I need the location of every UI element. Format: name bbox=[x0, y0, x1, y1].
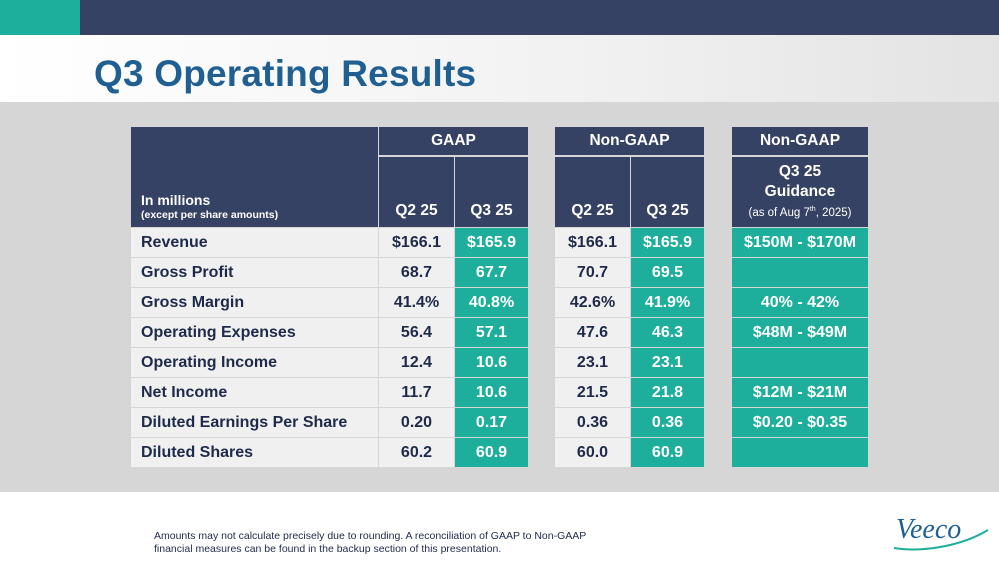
cell-nongaap-q3: 60.9 bbox=[631, 438, 704, 467]
svg-text:Veeco: Veeco bbox=[896, 514, 961, 545]
cell-gaap-q2: $166.1 bbox=[379, 228, 454, 257]
cell-gaap-q3: 60.9 bbox=[455, 438, 528, 467]
cell-gaap-q3: 10.6 bbox=[455, 348, 528, 377]
guidance-date-suffix: , 2025) bbox=[815, 207, 852, 219]
cell-nongaap-q2: 70.7 bbox=[555, 258, 630, 287]
cell-nongaap-q2: 21.5 bbox=[555, 378, 630, 407]
row-label: Diluted Shares bbox=[131, 438, 378, 467]
cell-nongaap-q2: 0.36 bbox=[555, 408, 630, 437]
cell-nongaap-q2: 60.0 bbox=[555, 438, 630, 467]
cell-guidance bbox=[732, 438, 868, 467]
cell-nongaap-q3: $165.9 bbox=[631, 228, 704, 257]
cell-gaap-q2: 41.4% bbox=[379, 288, 454, 317]
row-label: Diluted Earnings Per Share bbox=[131, 408, 378, 437]
corner-header: In millions (except per share amounts) bbox=[131, 127, 378, 227]
cell-gaap-q3: 40.8% bbox=[455, 288, 528, 317]
cell-gaap-q2: 68.7 bbox=[379, 258, 454, 287]
cell-gaap-q3: 57.1 bbox=[455, 318, 528, 347]
guidance-date-prefix: (as of Aug 7 bbox=[748, 207, 810, 219]
row-label: Revenue bbox=[131, 228, 378, 257]
row-label: Gross Profit bbox=[131, 258, 378, 287]
corner-sublabel: (except per share amounts) bbox=[141, 209, 279, 221]
cell-gaap-q3: 0.17 bbox=[455, 408, 528, 437]
cell-gaap-q3: 10.6 bbox=[455, 378, 528, 407]
guidance-date: (as of Aug 7th, 2025) bbox=[748, 202, 851, 221]
col-header-gaap-q2: Q2 25 bbox=[379, 157, 454, 227]
cell-guidance: $12M - $21M bbox=[732, 378, 868, 407]
cell-guidance bbox=[732, 348, 868, 377]
cell-guidance bbox=[732, 258, 868, 287]
group-header-gaap: GAAP bbox=[379, 127, 528, 156]
cell-nongaap-q2: $166.1 bbox=[555, 228, 630, 257]
cell-nongaap-q3: 0.36 bbox=[631, 408, 704, 437]
cell-gaap-q2: 12.4 bbox=[379, 348, 454, 377]
cell-guidance: $48M - $49M bbox=[732, 318, 868, 347]
cell-nongaap-q2: 23.1 bbox=[555, 348, 630, 377]
top-bar bbox=[0, 0, 999, 35]
row-label: Operating Income bbox=[131, 348, 378, 377]
col-header-nongaap-q3: Q3 25 bbox=[631, 157, 704, 227]
footer-band bbox=[0, 492, 999, 562]
guidance-title-line1: Q3 25 bbox=[778, 163, 822, 181]
cell-nongaap-q3: 46.3 bbox=[631, 318, 704, 347]
cell-gaap-q2: 60.2 bbox=[379, 438, 454, 467]
cell-gaap-q2: 56.4 bbox=[379, 318, 454, 347]
veeco-logo: Veeco bbox=[893, 514, 989, 551]
cell-nongaap-q3: 23.1 bbox=[631, 348, 704, 377]
cell-nongaap-q2: 42.6% bbox=[555, 288, 630, 317]
cell-guidance: 40% - 42% bbox=[732, 288, 868, 317]
group-header-nongaap: Non-GAAP bbox=[555, 127, 704, 156]
cell-gaap-q2: 11.7 bbox=[379, 378, 454, 407]
corner-label: In millions bbox=[141, 192, 211, 208]
row-label: Operating Expenses bbox=[131, 318, 378, 347]
cell-gaap-q3: 67.7 bbox=[455, 258, 528, 287]
col-header-nongaap-q2: Q2 25 bbox=[555, 157, 630, 227]
col-header-gaap-q3: Q3 25 bbox=[455, 157, 528, 227]
cell-nongaap-q2: 47.6 bbox=[555, 318, 630, 347]
row-label: Gross Margin bbox=[131, 288, 378, 317]
footnote-line-1: Amounts may not calculate precisely due … bbox=[154, 530, 587, 542]
cell-nongaap-q3: 69.5 bbox=[631, 258, 704, 287]
guidance-title-line2: Guidance bbox=[764, 183, 836, 201]
top-accent-block bbox=[0, 0, 80, 35]
slide-title: Q3 Operating Results bbox=[94, 53, 477, 94]
cell-gaap-q2: 0.20 bbox=[379, 408, 454, 437]
footnote: Amounts may not calculate precisely due … bbox=[154, 530, 714, 556]
row-label: Net Income bbox=[131, 378, 378, 407]
guidance-date-sup: th bbox=[809, 206, 816, 214]
group-header-guidance: Non-GAAP bbox=[732, 127, 868, 156]
title-band bbox=[0, 35, 999, 102]
cell-gaap-q3: $165.9 bbox=[455, 228, 528, 257]
footnote-line-2: financial measures can be found in the b… bbox=[154, 543, 502, 555]
cell-guidance: $0.20 - $0.35 bbox=[732, 408, 868, 437]
cell-nongaap-q3: 21.8 bbox=[631, 378, 704, 407]
col-header-guidance: Q3 25 Guidance (as of Aug 7th, 2025) bbox=[732, 157, 868, 227]
cell-nongaap-q3: 41.9% bbox=[631, 288, 704, 317]
cell-guidance: $150M - $170M bbox=[732, 228, 868, 257]
